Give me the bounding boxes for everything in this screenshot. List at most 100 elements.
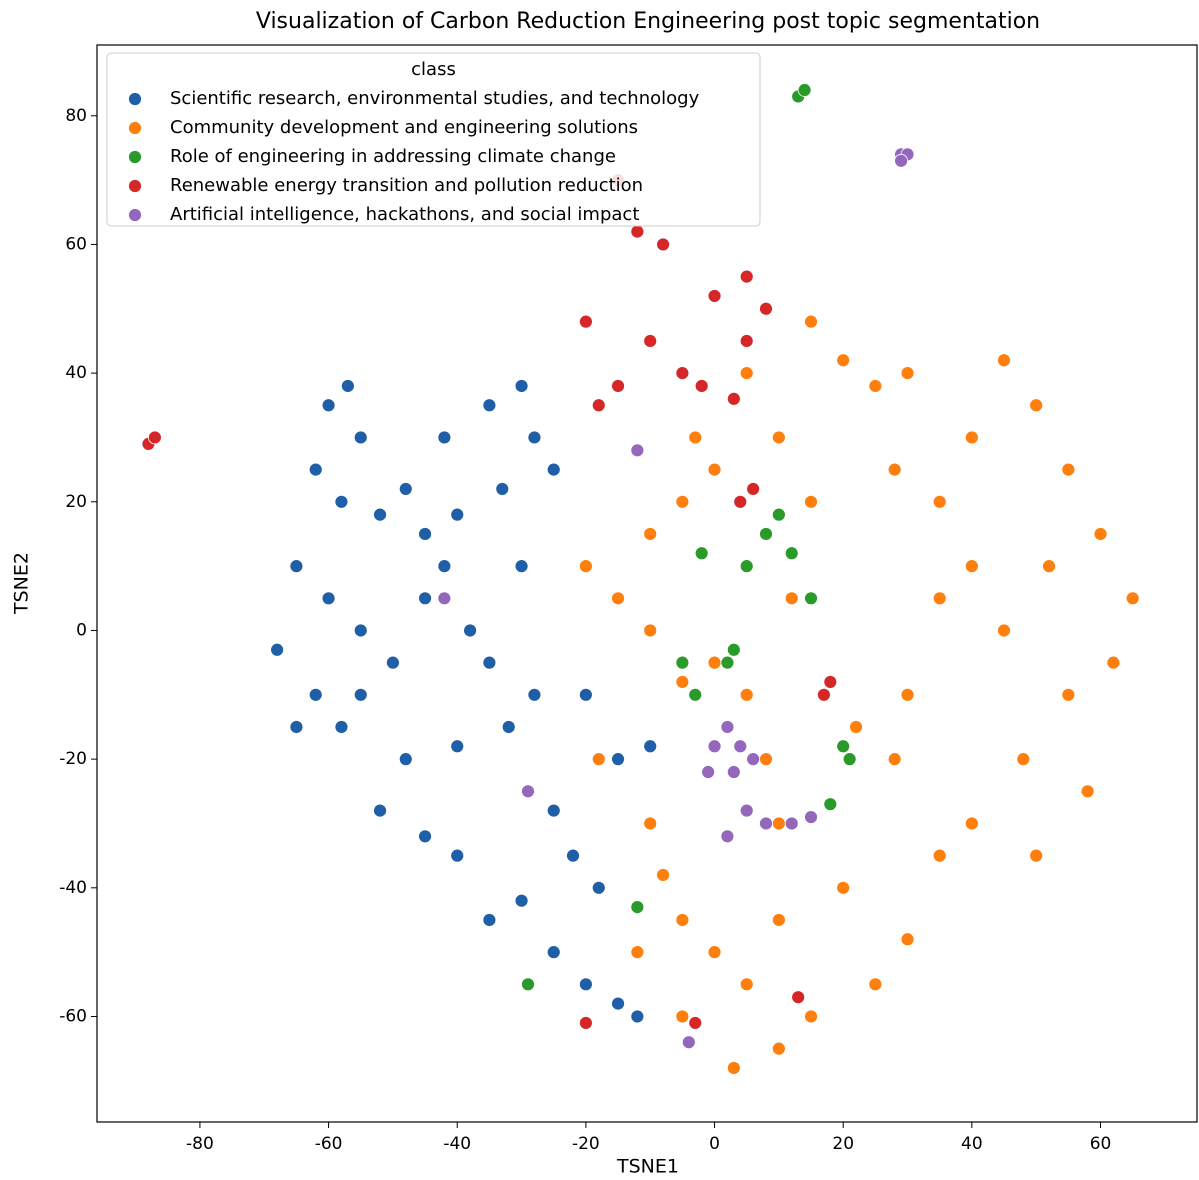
point bbox=[739, 687, 754, 702]
point bbox=[688, 430, 703, 445]
point bbox=[630, 945, 645, 960]
point bbox=[353, 687, 368, 702]
point bbox=[450, 507, 465, 522]
point bbox=[759, 301, 773, 316]
point bbox=[289, 559, 304, 574]
point bbox=[418, 527, 432, 541]
point bbox=[817, 687, 831, 702]
point bbox=[804, 314, 818, 329]
point bbox=[321, 591, 336, 606]
point bbox=[1093, 527, 1108, 541]
point bbox=[784, 546, 799, 561]
point bbox=[739, 334, 754, 348]
point bbox=[701, 765, 716, 779]
y-tick-label: 40 bbox=[65, 363, 87, 383]
point bbox=[463, 623, 477, 638]
x-tick-label: -80 bbox=[186, 1134, 214, 1154]
point bbox=[823, 675, 838, 689]
point bbox=[759, 816, 773, 831]
point bbox=[1106, 655, 1121, 670]
y-tick-label: -20 bbox=[59, 749, 87, 769]
point bbox=[418, 829, 432, 844]
legend-label: Community development and engineering so… bbox=[170, 117, 638, 138]
point bbox=[894, 153, 908, 168]
legend-marker bbox=[128, 208, 142, 222]
point bbox=[1080, 784, 1095, 799]
point bbox=[887, 752, 902, 767]
y-tick-label: 20 bbox=[65, 492, 87, 512]
chart-title: Visualization of Carbon Reduction Engine… bbox=[256, 9, 1040, 34]
legend-box bbox=[106, 52, 761, 227]
point bbox=[386, 655, 400, 670]
point bbox=[643, 816, 658, 831]
point bbox=[308, 687, 323, 702]
point bbox=[334, 720, 349, 734]
point bbox=[591, 880, 606, 895]
point bbox=[739, 559, 754, 574]
point bbox=[733, 739, 748, 754]
point bbox=[353, 430, 368, 445]
point bbox=[527, 430, 542, 445]
point bbox=[823, 797, 838, 812]
point bbox=[437, 430, 452, 445]
point bbox=[707, 945, 722, 960]
point bbox=[643, 623, 658, 638]
point bbox=[900, 932, 915, 947]
point bbox=[675, 1009, 690, 1024]
point bbox=[675, 675, 690, 689]
y-tick-label: 60 bbox=[65, 234, 87, 254]
point bbox=[726, 765, 741, 779]
point bbox=[611, 379, 625, 393]
point bbox=[546, 462, 561, 477]
legend-label: Role of engineering in addressing climat… bbox=[170, 146, 616, 167]
point bbox=[643, 334, 658, 348]
point bbox=[804, 1009, 818, 1024]
point bbox=[611, 591, 625, 606]
point bbox=[900, 366, 915, 381]
plot-frame bbox=[96, 44, 1198, 1123]
point bbox=[514, 893, 529, 908]
legend-label: Artificial intelligence, hackathons, and… bbox=[170, 204, 639, 225]
y-tick-label: -60 bbox=[59, 1006, 87, 1026]
point bbox=[450, 739, 465, 754]
point bbox=[630, 1009, 645, 1024]
y-tick-label: 0 bbox=[76, 620, 87, 640]
point bbox=[546, 945, 561, 960]
point bbox=[501, 720, 516, 734]
point bbox=[887, 462, 902, 477]
point bbox=[836, 353, 851, 368]
legend-label: Renewable energy transition and pollutio… bbox=[170, 175, 643, 196]
point bbox=[611, 996, 625, 1011]
point bbox=[791, 990, 806, 1005]
y-axis-label: TSNE2 bbox=[11, 552, 33, 615]
point bbox=[997, 353, 1011, 368]
point bbox=[688, 687, 703, 702]
point bbox=[578, 559, 593, 574]
point bbox=[707, 462, 722, 477]
legend-marker bbox=[128, 150, 142, 164]
point bbox=[630, 224, 645, 239]
point bbox=[739, 366, 754, 381]
legend-marker bbox=[128, 92, 142, 106]
y-tick-label: 80 bbox=[65, 106, 87, 126]
point bbox=[681, 1035, 696, 1050]
point bbox=[340, 379, 355, 393]
point bbox=[900, 687, 915, 702]
point bbox=[707, 739, 722, 754]
point bbox=[1042, 559, 1056, 574]
point bbox=[321, 398, 336, 413]
point bbox=[591, 398, 606, 413]
point bbox=[1061, 462, 1076, 477]
point bbox=[675, 366, 690, 381]
point bbox=[591, 752, 606, 767]
point bbox=[656, 868, 670, 882]
point bbox=[726, 1061, 741, 1075]
point bbox=[720, 655, 735, 670]
point bbox=[771, 913, 786, 927]
point bbox=[720, 829, 735, 844]
point bbox=[868, 379, 883, 393]
point bbox=[804, 810, 818, 824]
point bbox=[482, 398, 497, 413]
point bbox=[759, 752, 773, 767]
point bbox=[804, 591, 818, 606]
